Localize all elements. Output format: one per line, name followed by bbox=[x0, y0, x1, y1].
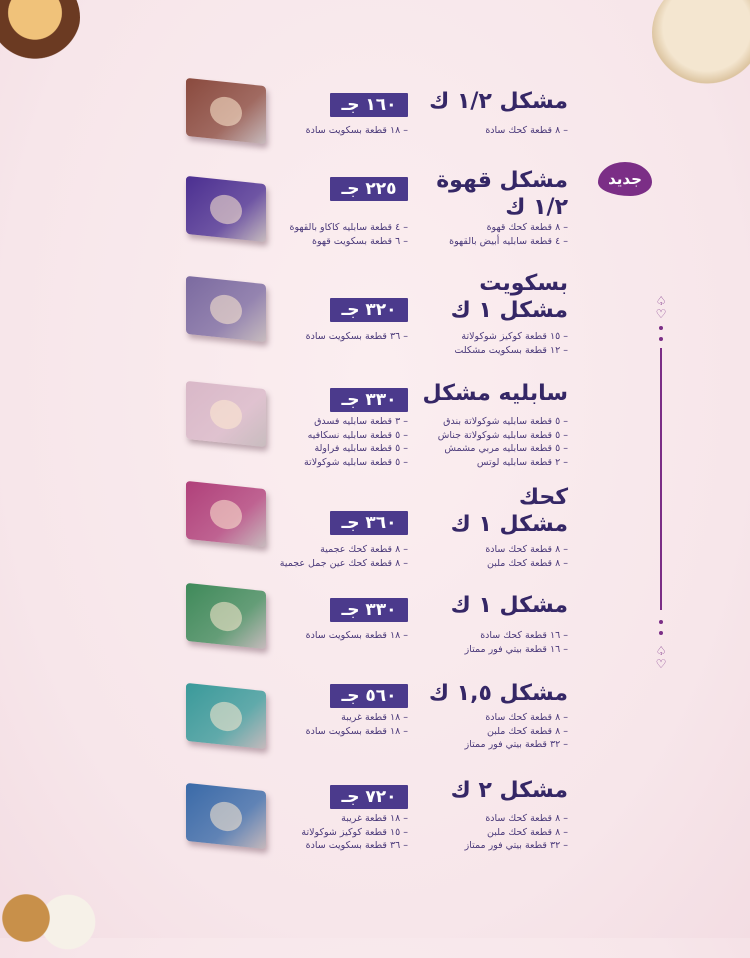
details-right-list: – ١٥ قطعة كوكيز شوكولاتة – ١٢ قطعة بسكويت… bbox=[454, 330, 568, 357]
price-badge: ١٦٠ جـ bbox=[330, 93, 408, 117]
price-badge: ٥٦٠ جـ bbox=[330, 684, 408, 708]
detail-line: – ٥ قطعة سابليه نسكافيه bbox=[307, 429, 408, 441]
price-badge: ٣٦٠ جـ bbox=[330, 511, 408, 535]
details-left-list: – ١٨ قطعة غريبة – ١٨ قطعة بسكويت سادة bbox=[306, 711, 408, 738]
item-title-line: مشكل ١/٢ ك bbox=[429, 89, 568, 114]
details-left-list: – ٣ قطعة سابليه فسدق – ٥ قطعة سابليه نسكا… bbox=[304, 415, 408, 469]
item-title-line: مشكل ١ ك bbox=[450, 298, 568, 323]
ornament-icon: ♡ bbox=[655, 307, 667, 321]
item-title-line: كحك bbox=[518, 485, 568, 510]
detail-line: – ٥ قطعة سابليه فراولة bbox=[314, 443, 408, 454]
item-title-line: بسكويت bbox=[479, 271, 568, 296]
details-left-list: – ١٨ قطعة غريبة – ١٥ قطعة كوكيز شوكولاتة –… bbox=[301, 812, 408, 853]
details-right-list: – ٨ قطعة كحك سادة bbox=[485, 124, 568, 138]
detail-line: – ١٨ قطعة بسكويت سادة bbox=[305, 725, 408, 737]
detail-line: – ٣٦ قطعة بسكويت سادة bbox=[305, 331, 408, 342]
detail-line: – ٤ قطعة سابليه كاكاو بالقهوة bbox=[289, 222, 408, 233]
item-title: مشكل ١,٥ ك bbox=[348, 680, 568, 707]
price-badge: ٧٢٠ جـ bbox=[330, 785, 408, 809]
ornament-icon: ♤ bbox=[655, 644, 667, 658]
details-left-list: – ٣٦ قطعة بسكويت سادة bbox=[306, 330, 408, 344]
cookie-decoration-top-right bbox=[652, 0, 750, 85]
detail-line: – ٦ قطعة بسكويت قهوة bbox=[311, 235, 408, 247]
ornament-icon: ♡ bbox=[655, 657, 667, 671]
detail-line: – ١٦ قطعة كحك سادة bbox=[480, 630, 568, 641]
item-title-line: مشكل ١ ك bbox=[450, 512, 568, 537]
product-box-image bbox=[186, 380, 266, 448]
cookie-decoration-top-left bbox=[0, 0, 80, 65]
detail-line: – ١٦ قطعة بيتي فور ممتاز bbox=[464, 643, 568, 655]
detail-line: – ٣٢ قطعة بيتي فور ممتاز bbox=[464, 739, 568, 750]
details-left-list: – ١٨ قطعة بسكويت سادة bbox=[306, 629, 408, 643]
product-box-image bbox=[186, 77, 266, 145]
item-title-line: مشكل ٢ ك bbox=[450, 778, 568, 803]
detail-line: – ١٥ قطعة كوكيز شوكولاتة bbox=[461, 331, 568, 342]
detail-line: – ٣٦ قطعة بسكويت سادة bbox=[305, 840, 408, 851]
item-title: كحك مشكل ١ ك bbox=[348, 484, 568, 538]
details-left-list: – ١٨ قطعة بسكويت سادة bbox=[306, 124, 408, 138]
details-left-list: – ٤ قطعة سابليه كاكاو بالقهوة – ٦ قطعة بس… bbox=[289, 221, 408, 248]
new-badge: جديد bbox=[598, 162, 652, 196]
detail-line: – ٨ قطعة كحك ملبن bbox=[487, 725, 568, 737]
product-box-image bbox=[186, 275, 266, 343]
item-title: مشكل قهوة ١/٢ ك bbox=[348, 167, 568, 221]
item-title: مشكل ٢ ك bbox=[348, 777, 568, 804]
details-right-list: – ٨ قطعة كحك قهوة – ٤ قطعة سابليه أبيض با… bbox=[449, 221, 568, 248]
item-title: بسكويت مشكل ١ ك bbox=[348, 270, 568, 324]
product-box-image bbox=[186, 682, 266, 750]
detail-line: – ٤ قطعة سابليه أبيض بالقهوة bbox=[449, 235, 568, 247]
details-right-list: – ١٦ قطعة كحك سادة – ١٦ قطعة بيتي فور ممت… bbox=[465, 629, 568, 656]
detail-line: – ٥ قطعة سابليه مربي مشمش bbox=[444, 443, 568, 454]
detail-line: – ٣ قطعة سابليه فسدق bbox=[314, 416, 408, 427]
detail-line: – ٨ قطعة كحك سادة bbox=[485, 813, 568, 824]
detail-line: – ٨ قطعة كحك سادة bbox=[485, 712, 568, 723]
product-box-image bbox=[186, 782, 266, 850]
details-right-list: – ٨ قطعة كحك سادة – ٨ قطعة كحك ملبن – ٣٢ ق… bbox=[465, 711, 568, 752]
ornament-icon: ♤ bbox=[655, 294, 667, 308]
item-title: سابليه مشكل bbox=[348, 380, 568, 407]
item-title-line: ١/٢ ك bbox=[505, 195, 568, 220]
detail-line: – ٨ قطعة كحك عجمية bbox=[320, 544, 408, 555]
details-right-list: – ٨ قطعة كحك سادة – ٨ قطعة كحك ملبن bbox=[485, 543, 568, 570]
detail-line: – ٨ قطعة كحك سادة bbox=[485, 544, 568, 555]
detail-line: – ٨ قطعة كحك سادة bbox=[485, 125, 568, 136]
details-left-list: – ٨ قطعة كحك عجمية – ٨ قطعة كحك عين جمل ع… bbox=[280, 543, 408, 570]
product-box-image bbox=[186, 582, 266, 650]
detail-line: – ١٨ قطعة غريبة bbox=[341, 712, 408, 723]
price-badge: ٢٢٥ جـ bbox=[330, 177, 408, 201]
divider-dot bbox=[659, 326, 663, 330]
item-title-line: مشكل ١,٥ ك bbox=[428, 681, 568, 706]
detail-line: – ٨ قطعة كحك قهوة bbox=[486, 222, 568, 233]
detail-line: – ١٨ قطعة بسكويت سادة bbox=[305, 630, 408, 641]
divider-dot bbox=[659, 631, 663, 635]
price-badge: ٣٣٠ جـ bbox=[330, 598, 408, 622]
product-box-image bbox=[186, 480, 266, 548]
cookie-decoration-bottom-left bbox=[0, 878, 110, 958]
detail-line: – ١٥ قطعة كوكيز شوكولاتة bbox=[301, 826, 408, 838]
detail-line: – ١٨ قطعة غريبة bbox=[341, 813, 408, 824]
detail-line: – ١٨ قطعة بسكويت سادة bbox=[305, 125, 408, 136]
detail-line: – ٨ قطعة كحك ملبن bbox=[487, 557, 568, 569]
item-title: مشكل ١/٢ ك bbox=[348, 88, 568, 115]
item-title-line: مشكل ١ ك bbox=[450, 593, 568, 618]
detail-line: – ٥ قطعة سابليه شوكولاتة بندق bbox=[443, 416, 568, 427]
details-right-list: – ٨ قطعة كحك سادة – ٨ قطعة كحك ملبن – ٣٢ ق… bbox=[465, 812, 568, 853]
item-title: مشكل ١ ك bbox=[348, 592, 568, 619]
product-box-image bbox=[186, 175, 266, 243]
detail-line: – ٢ قطعة سابليه لوتس bbox=[476, 456, 568, 468]
item-title-line: سابليه مشكل bbox=[422, 381, 568, 406]
price-badge: ٣٣٠ جـ bbox=[330, 388, 408, 412]
detail-line: – ١٢ قطعة بسكويت مشكلت bbox=[454, 344, 568, 356]
divider-dot bbox=[659, 337, 663, 341]
detail-line: – ٥ قطعة سابليه شوكولاتة جناش bbox=[437, 429, 568, 441]
divider-line bbox=[660, 348, 662, 610]
divider-dot bbox=[659, 620, 663, 624]
detail-line: – ٨ قطعة كحك ملبن bbox=[487, 826, 568, 838]
detail-line: – ٥ قطعة سابليه شوكولاتة bbox=[303, 456, 408, 468]
price-badge: ٣٢٠ جـ bbox=[330, 298, 408, 322]
detail-line: – ٨ قطعة كحك عين جمل عجمية bbox=[279, 557, 408, 569]
item-title-line: مشكل قهوة bbox=[436, 168, 568, 193]
detail-line: – ٣٢ قطعة بيتي فور ممتاز bbox=[464, 840, 568, 851]
details-right-list: – ٥ قطعة سابليه شوكولاتة بندق – ٥ قطعة سا… bbox=[438, 415, 568, 469]
